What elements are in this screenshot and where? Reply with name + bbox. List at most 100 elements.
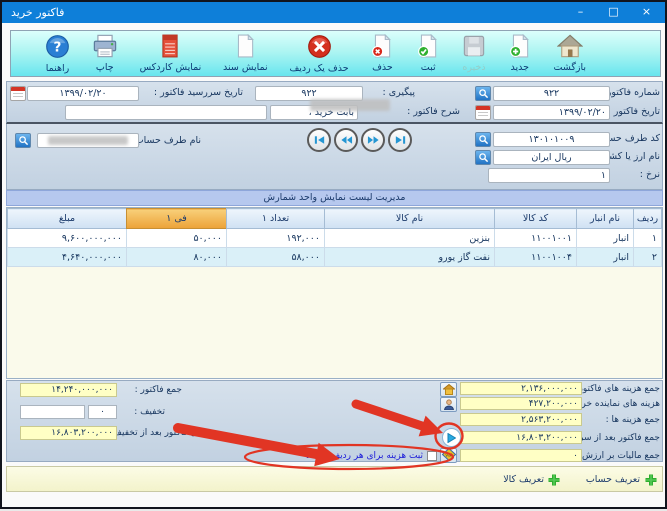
toolbar-label: جدید — [510, 62, 530, 73]
define-item-link[interactable]: تعریف کالا — [503, 474, 544, 485]
column-header-row[interactable]: ردیف — [633, 208, 662, 229]
cell-item-code[interactable]: ۱۱۰۰۱۰۰۴ — [494, 247, 577, 267]
invoice-date-calendar-button[interactable] — [475, 105, 491, 120]
toolbar-button-show-kardex[interactable]: نمایش کاردکس — [139, 34, 202, 73]
account-name-field[interactable] — [37, 133, 139, 148]
svg-text:?: ? — [54, 39, 62, 55]
per-row-cost-checkbox-label[interactable]: ثبت هزینه برای هر ردیف از کالا — [306, 451, 423, 461]
svg-text:vat: vat — [445, 453, 452, 459]
cell-item-code[interactable]: ۱۱۰۰۱۰۰۱ — [494, 228, 577, 248]
toolbar-button-back[interactable]: بازگشت — [554, 34, 586, 73]
cell-price-selected[interactable]: ۸۰,۰۰۰ — [126, 247, 227, 267]
column-header-item-code[interactable]: کد کالا — [494, 208, 577, 229]
cell-price[interactable]: ۵۰,۰۰۰ — [126, 228, 227, 248]
cell-amount[interactable]: ۴,۶۴۰,۰۰۰,۰۰۰ — [7, 247, 127, 267]
minimize-button[interactable]: – — [577, 5, 584, 18]
toolbar-label: حذف — [372, 62, 393, 73]
toolbar-label: ثبت — [420, 62, 436, 73]
cell-item-name[interactable]: بنزین — [324, 228, 495, 248]
previous-record-button[interactable] — [334, 128, 358, 152]
vat-button[interactable]: vat — [440, 447, 457, 463]
description-extra-field[interactable] — [65, 105, 267, 120]
toolbar-button-help[interactable]: ? راهنما — [45, 34, 70, 74]
toolbar-label: نمایش کاردکس — [139, 62, 202, 73]
column-header-qty[interactable]: تعداد ۱ — [226, 208, 325, 229]
toolbar-button-show-document[interactable]: نمایش سند — [223, 33, 268, 73]
toolbar-label: نمایش سند — [223, 62, 268, 73]
toolbar-label: حذف یک ردیف — [289, 62, 349, 74]
cell-warehouse[interactable]: انبار — [576, 247, 634, 267]
currency-field[interactable]: ریال ایران — [493, 150, 610, 165]
search-icon — [478, 130, 489, 149]
cell-amount[interactable]: ۹,۶۰۰,۰۰۰,۰۰۰ — [7, 228, 127, 248]
currency-label: نام ارز یا کشور : — [593, 151, 660, 162]
next-record-button[interactable] — [361, 128, 385, 152]
currency-search-button[interactable] — [475, 150, 491, 165]
delete-row-icon — [307, 34, 332, 62]
add-icon — [644, 472, 658, 491]
distribute-costs-button[interactable] — [442, 428, 461, 447]
toolbar-label: راهنما — [45, 62, 70, 74]
first-record-button[interactable] — [307, 128, 331, 152]
footer-bar: تعریف حساب تعریف کالا — [6, 466, 663, 492]
invoice-number-field[interactable]: ۹۲۲ — [493, 86, 610, 101]
totals-panel: جمع هزینه های فاکتور : ۲,۱۳۶,۰۰۰,۰۰۰ هزی… — [6, 380, 663, 463]
column-header-amount[interactable]: مبلغ — [7, 208, 127, 229]
account-code-search-button[interactable] — [475, 132, 491, 147]
grand-total-value: ۱۶,۸۰۳,۲۰۰,۰۰۰ — [20, 426, 117, 440]
agent-costs-button[interactable] — [440, 397, 457, 412]
column-header-warehouse[interactable]: نام انبار — [576, 208, 634, 229]
close-button[interactable]: × — [641, 5, 652, 18]
invoice-date-label: تاریخ فاکتور : — [607, 106, 660, 117]
cell-row-number[interactable]: ۱ — [633, 228, 662, 248]
redacted-text — [48, 136, 128, 145]
toolbar-button-register[interactable]: ثبت — [416, 33, 440, 73]
toolbar-button-delete[interactable]: حذف — [370, 33, 394, 73]
toolbar-button-print[interactable]: چاپ — [92, 34, 118, 73]
toolbar-label: بازگشت — [553, 62, 586, 73]
grand-total-label: جمع کل فاکتور بعد از تخفیف : — [106, 428, 220, 438]
last-record-icon — [394, 131, 407, 150]
due-date-calendar-button[interactable] — [10, 86, 26, 101]
tracking-field[interactable]: ۹۲۲ — [255, 86, 363, 101]
invoice-date-field[interactable]: ۱۳۹۹/۰۲/۲۰ — [493, 105, 610, 120]
cell-warehouse[interactable]: انبار — [576, 228, 634, 248]
toolbar-button-delete-row[interactable]: حذف یک ردیف — [289, 34, 349, 74]
discount-extra-field[interactable] — [20, 405, 85, 419]
per-row-cost-checkbox[interactable] — [427, 451, 437, 461]
window-title: فاکتور خرید — [11, 6, 65, 19]
unit-list-bar[interactable]: مدیریت لیست نمایش واحد شمارش — [6, 190, 663, 206]
cell-item-name[interactable]: نفت گاز یورو — [324, 247, 495, 267]
kardex-icon — [159, 34, 181, 61]
last-record-button[interactable] — [388, 128, 412, 152]
house-icon — [441, 380, 456, 399]
account-code-field[interactable]: ۱۳۰۱۰۱۰۰۹ — [493, 132, 610, 147]
rate-field[interactable]: ۱ — [488, 168, 610, 183]
help-icon: ? — [45, 34, 70, 62]
discount-amount-field[interactable]: ۰ — [88, 405, 117, 419]
invoice-costs-label: جمع هزینه های فاکتور : — [572, 384, 660, 394]
invoice-costs-button[interactable] — [440, 382, 457, 397]
table-row[interactable]: ۱ انبار ۱۱۰۰۱۰۰۱ بنزین ۱۹۲,۰۰۰ ۵۰,۰۰۰ ۹,… — [7, 228, 662, 248]
search-icon — [18, 131, 29, 150]
cell-qty[interactable]: ۵۸,۰۰۰ — [226, 247, 325, 267]
new-document-icon — [508, 33, 532, 61]
toolbar-label: ذخیره — [462, 62, 486, 73]
invoice-number-search-button[interactable] — [475, 86, 491, 101]
maximize-button[interactable]: □ — [608, 5, 619, 18]
invoice-header-panel: شماره فاکتور : ۹۲۲ پیگیری : ۹۲۲ تاریخ سر… — [6, 81, 663, 124]
define-account-link[interactable]: تعریف حساب — [585, 474, 640, 485]
table-row[interactable]: ۲ انبار ۱۱۰۰۱۰۰۴ نفت گاز یورو ۵۸,۰۰۰ ۸۰,… — [7, 247, 662, 267]
cell-row-number[interactable]: ۲ — [633, 247, 662, 267]
due-date-label: تاریخ سررسید فاکتور : — [153, 87, 243, 98]
cell-qty[interactable]: ۱۹۲,۰۰۰ — [226, 228, 325, 248]
column-header-price[interactable]: فی ۱ — [126, 208, 227, 229]
column-header-item-name[interactable]: نام کالا — [324, 208, 495, 229]
agent-costs-label: هزینه های نماینده خرید : — [568, 399, 660, 409]
account-panel: کد طرف حساب : ۱۳۰۱۰۱۰۰۹ نام ارز یا کشور … — [6, 124, 663, 190]
toolbar-button-new[interactable]: جدید — [508, 33, 532, 73]
account-name-search-button[interactable] — [15, 133, 31, 148]
agent-costs-value: ۴۲۷,۲۰۰,۰۰۰ — [460, 397, 582, 410]
due-date-field[interactable]: ۱۳۹۹/۰۲/۲۰ — [27, 86, 139, 101]
invoice-sum-label: جمع فاکتور : — [134, 385, 182, 395]
